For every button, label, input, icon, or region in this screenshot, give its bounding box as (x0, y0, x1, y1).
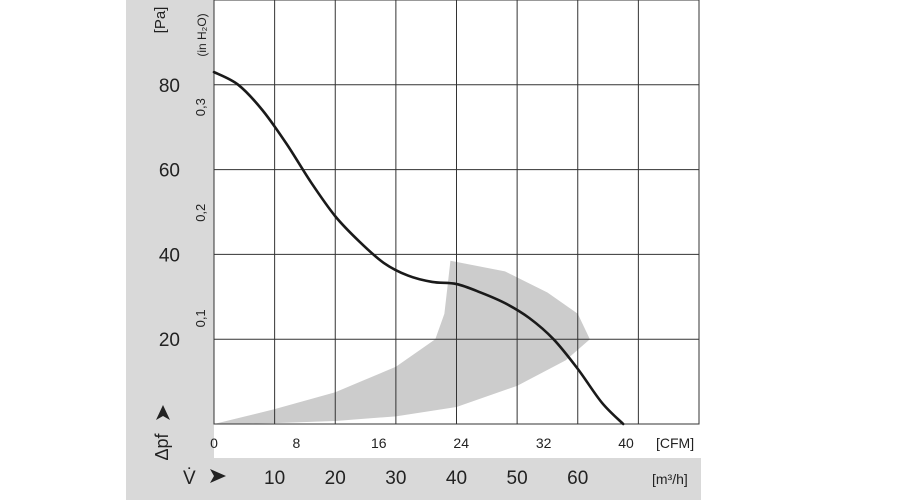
x-axis-arrow-icon (210, 469, 226, 483)
y-inh2o-tick-label: 0,2 (193, 204, 208, 222)
x-m3h-tick-label: 30 (385, 468, 406, 489)
y-axis-symbol: Δpf (152, 432, 172, 460)
x-m3h-tick-label: 50 (507, 468, 528, 489)
x-cfm-tick-label: 0 (210, 435, 218, 451)
y-pa-unit: [Pa] (152, 7, 169, 34)
x-cfm-tick-label: 8 (293, 435, 301, 451)
plot-frame (213, 0, 700, 425)
y-pa-tick-label: 60 (159, 161, 180, 182)
x-cfm-tick-label: 32 (536, 435, 552, 451)
y-inh2o-unit: (in H₂O) (195, 13, 209, 56)
chart-grid (214, 0, 699, 424)
x-m3h-tick-label: 40 (446, 468, 467, 489)
x-cfm-unit: [CFM] (656, 435, 694, 451)
y-pa-tick-label: 80 (159, 76, 180, 97)
x-m3h-unit: [m³/h] (652, 471, 688, 487)
x-m3h-tick-label: 20 (325, 468, 346, 489)
pressure-curve (212, 70, 625, 426)
x-cfm-tick-label: 16 (371, 435, 387, 451)
x-cfm-tick-label: 40 (618, 435, 634, 451)
y-inh2o-tick-label: 0,3 (193, 98, 208, 116)
x-m3h-tick-label: 10 (264, 468, 285, 489)
x-cfm-tick-label: 24 (453, 435, 469, 451)
y-pa-tick-label: 40 (159, 245, 180, 266)
y-axis-panel (126, 0, 214, 500)
y-axis-arrow-icon (156, 405, 170, 420)
x-m3h-tick-label: 60 (567, 468, 588, 489)
operating-range-area (214, 260, 590, 424)
y-pa-tick-label: 20 (159, 330, 180, 351)
y-inh2o-tick-label: 0,1 (193, 309, 208, 327)
x-axis-symbol: V̇ (183, 468, 196, 489)
x-axis-panel (126, 458, 701, 500)
